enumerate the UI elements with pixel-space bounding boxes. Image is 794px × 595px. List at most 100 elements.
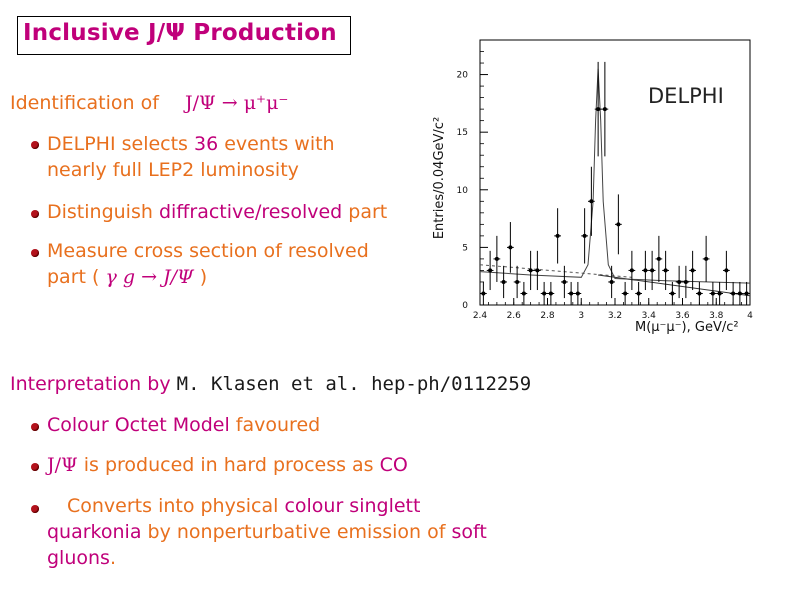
point-marker xyxy=(609,279,614,284)
data-point xyxy=(480,281,487,305)
data-point xyxy=(527,250,534,291)
point-marker xyxy=(656,256,661,261)
point-marker xyxy=(562,279,567,284)
data-point xyxy=(662,250,669,291)
title-box xyxy=(17,16,351,55)
point-marker xyxy=(717,291,722,296)
point-marker xyxy=(589,199,594,204)
point-marker xyxy=(481,291,486,296)
bullet-marker xyxy=(31,423,39,431)
point-marker xyxy=(737,291,742,296)
bullet-text: Distinguish diffractive/resolved part xyxy=(47,201,388,223)
data-point xyxy=(540,281,548,305)
chart-title: DELPHI xyxy=(648,84,724,108)
data-point xyxy=(716,281,723,305)
point-marker xyxy=(704,256,709,261)
x-tick-label: 2.8 xyxy=(540,311,555,321)
data-point xyxy=(513,265,521,299)
point-marker xyxy=(616,222,621,227)
point-marker xyxy=(697,291,702,296)
invariant-mass-histogram: DELPHI Entries/0.04GeV/c² M(μ⁻μ⁻), GeV/c… xyxy=(432,39,753,335)
data-point xyxy=(669,281,676,305)
data-point xyxy=(554,208,561,264)
point-marker xyxy=(515,279,520,284)
decay-formula: J/Ψ → μ⁺μ⁻ xyxy=(185,92,289,114)
y-tick-label: 0 xyxy=(462,301,468,311)
data-point xyxy=(689,250,696,291)
point-marker xyxy=(602,107,607,112)
bullet-text: DELPHI selects 36 events with nearly ful… xyxy=(47,133,335,181)
slide-title: Inclusive J/Ψ Production xyxy=(23,20,337,46)
data-point xyxy=(615,194,622,255)
point-marker xyxy=(710,291,715,296)
bullet-text: Colour Octet Model favoured xyxy=(47,414,321,436)
x-tick-label: 2.6 xyxy=(507,311,522,321)
data-point xyxy=(588,166,595,236)
point-marker xyxy=(677,279,682,284)
data-point xyxy=(520,281,528,305)
data-point xyxy=(723,250,730,291)
data-point xyxy=(601,61,609,157)
y-tick-label: 20 xyxy=(457,71,469,81)
data-point xyxy=(500,265,507,299)
data-point xyxy=(696,281,703,305)
data-point xyxy=(486,250,494,291)
point-marker xyxy=(521,291,526,296)
bullet-marker xyxy=(31,141,39,149)
point-marker xyxy=(731,291,736,296)
data-point xyxy=(675,265,683,299)
bullet-marker xyxy=(31,463,39,471)
identification-line: Identification of J/Ψ → μ⁺μ⁻ xyxy=(10,92,288,114)
reference-text: M. Klasen et al. hep-ph/0112259 xyxy=(176,373,532,395)
data-point xyxy=(547,281,555,305)
data-point xyxy=(561,265,568,299)
point-marker xyxy=(650,268,655,273)
data-point xyxy=(567,281,575,305)
point-marker xyxy=(623,291,628,296)
x-axis-label: M(μ⁻μ⁻), GeV/c² xyxy=(635,320,739,335)
identification-label: Identification of xyxy=(10,92,159,114)
data-point xyxy=(493,235,501,282)
data-point xyxy=(729,281,737,305)
point-marker xyxy=(596,107,601,112)
point-marker xyxy=(670,291,675,296)
point-marker xyxy=(528,268,533,273)
point-marker xyxy=(724,268,729,273)
point-marker xyxy=(548,291,553,296)
bullet-marker xyxy=(31,249,39,257)
data-point xyxy=(743,281,750,305)
point-marker xyxy=(542,291,547,296)
interpretation-line: Interpretation by M. Klasen et al. hep-p… xyxy=(10,373,531,395)
data-point xyxy=(534,250,541,291)
data-point xyxy=(581,208,588,264)
point-marker xyxy=(663,268,668,273)
point-marker xyxy=(508,245,513,250)
x-tick-label: 3.2 xyxy=(608,311,622,321)
data-point xyxy=(642,250,649,291)
point-marker xyxy=(629,268,634,273)
y-tick-label: 15 xyxy=(457,128,468,138)
point-marker xyxy=(690,268,695,273)
point-marker xyxy=(494,256,499,261)
data-point xyxy=(621,281,629,305)
x-tick-label: 4 xyxy=(747,311,753,321)
data-point xyxy=(608,265,615,299)
point-marker xyxy=(744,291,749,296)
bullet-marker xyxy=(31,210,39,218)
point-marker xyxy=(683,279,688,284)
x-tick-label: 2.4 xyxy=(473,311,488,321)
y-tick-label: 10 xyxy=(457,186,469,196)
point-marker xyxy=(488,268,493,273)
data-point xyxy=(648,250,656,291)
point-marker xyxy=(643,268,648,273)
point-marker xyxy=(575,291,580,296)
point-marker xyxy=(555,233,560,238)
data-point xyxy=(736,281,744,305)
bullet-text: J/Ψ is produced in hard process as CO xyxy=(47,454,408,476)
data-point xyxy=(574,281,582,305)
point-marker xyxy=(535,268,540,273)
point-marker xyxy=(501,279,506,284)
point-marker xyxy=(582,233,587,238)
x-tick-label: 3 xyxy=(578,311,584,321)
x-tick-label: 3.8 xyxy=(709,311,724,321)
